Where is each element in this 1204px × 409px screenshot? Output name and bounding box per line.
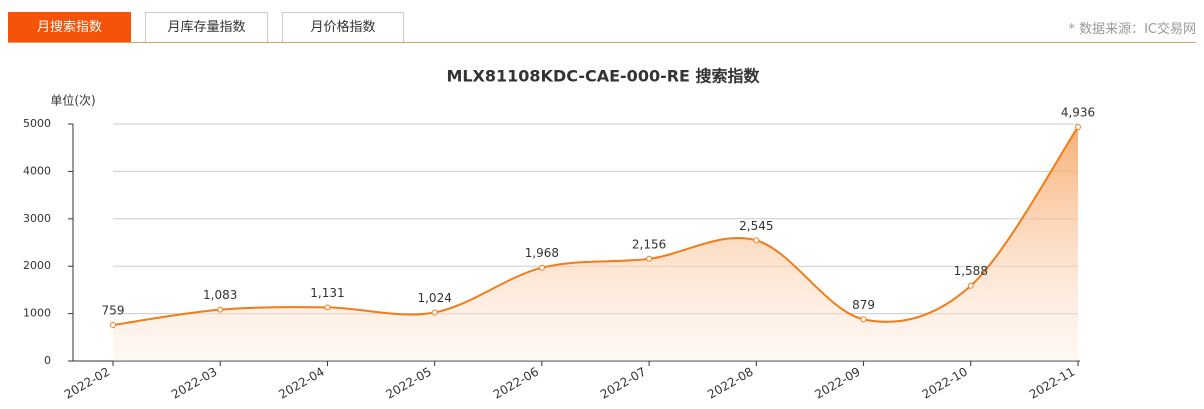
x-tick-label: 2022-04: [276, 365, 326, 402]
source-note: * 数据来源：IC交易网: [1068, 22, 1196, 37]
value-label: 1,588: [954, 264, 988, 278]
tab-bar: 月搜索指数 月库存量指数 月价格指数: [8, 12, 418, 42]
y-tick-label: 2000: [23, 259, 51, 272]
x-tick-label: 2022-02: [62, 365, 112, 402]
point: [217, 306, 224, 313]
y-tick-label: 1000: [23, 307, 51, 320]
tab[interactable]: 月库存量指数: [145, 12, 268, 42]
y-axis-label: 单位(次): [50, 93, 95, 108]
tab[interactable]: 月价格指数: [282, 12, 404, 42]
point: [110, 322, 116, 329]
y-tick-label: 3000: [23, 212, 51, 225]
value-label: 2,545: [739, 219, 773, 233]
x-tick-label: 2022-11: [1027, 365, 1077, 402]
x-tick-label: 2022-09: [812, 365, 862, 402]
x-tick-label: 2022-06: [491, 365, 541, 402]
value-label: 1,024: [417, 291, 451, 305]
point: [860, 316, 867, 323]
x-tick-label: 2022-10: [920, 365, 970, 402]
value-label: 4,936: [1061, 106, 1095, 120]
point: [967, 282, 974, 289]
tab[interactable]: 月搜索指数: [8, 12, 131, 42]
x-tick-label: 2022-05: [383, 365, 433, 402]
area: [113, 127, 1078, 361]
point: [431, 309, 438, 316]
x-tick-label: 2022-03: [169, 365, 219, 402]
value-label: 1,968: [525, 246, 559, 260]
x-tick-label: 2022-08: [705, 365, 755, 402]
y-tick-label: 5000: [23, 117, 51, 130]
point: [538, 264, 545, 271]
y-tick-label: 0: [44, 354, 51, 367]
value-label: 879: [852, 298, 875, 312]
chart-title: MLX81108KDC-CAE-000-RE 搜索指数: [446, 67, 760, 86]
value-label: 2,156: [632, 237, 666, 251]
value-label: 1,083: [203, 288, 237, 302]
point: [753, 237, 760, 244]
point: [646, 255, 653, 262]
divider: [8, 42, 1196, 43]
value-label: 759: [102, 304, 125, 318]
point: [1075, 124, 1081, 131]
x-tick-label: 2022-07: [598, 365, 648, 402]
y-tick-label: 4000: [23, 164, 51, 177]
value-label: 1,131: [310, 286, 344, 300]
line: [112, 126, 1079, 327]
point: [324, 304, 331, 311]
